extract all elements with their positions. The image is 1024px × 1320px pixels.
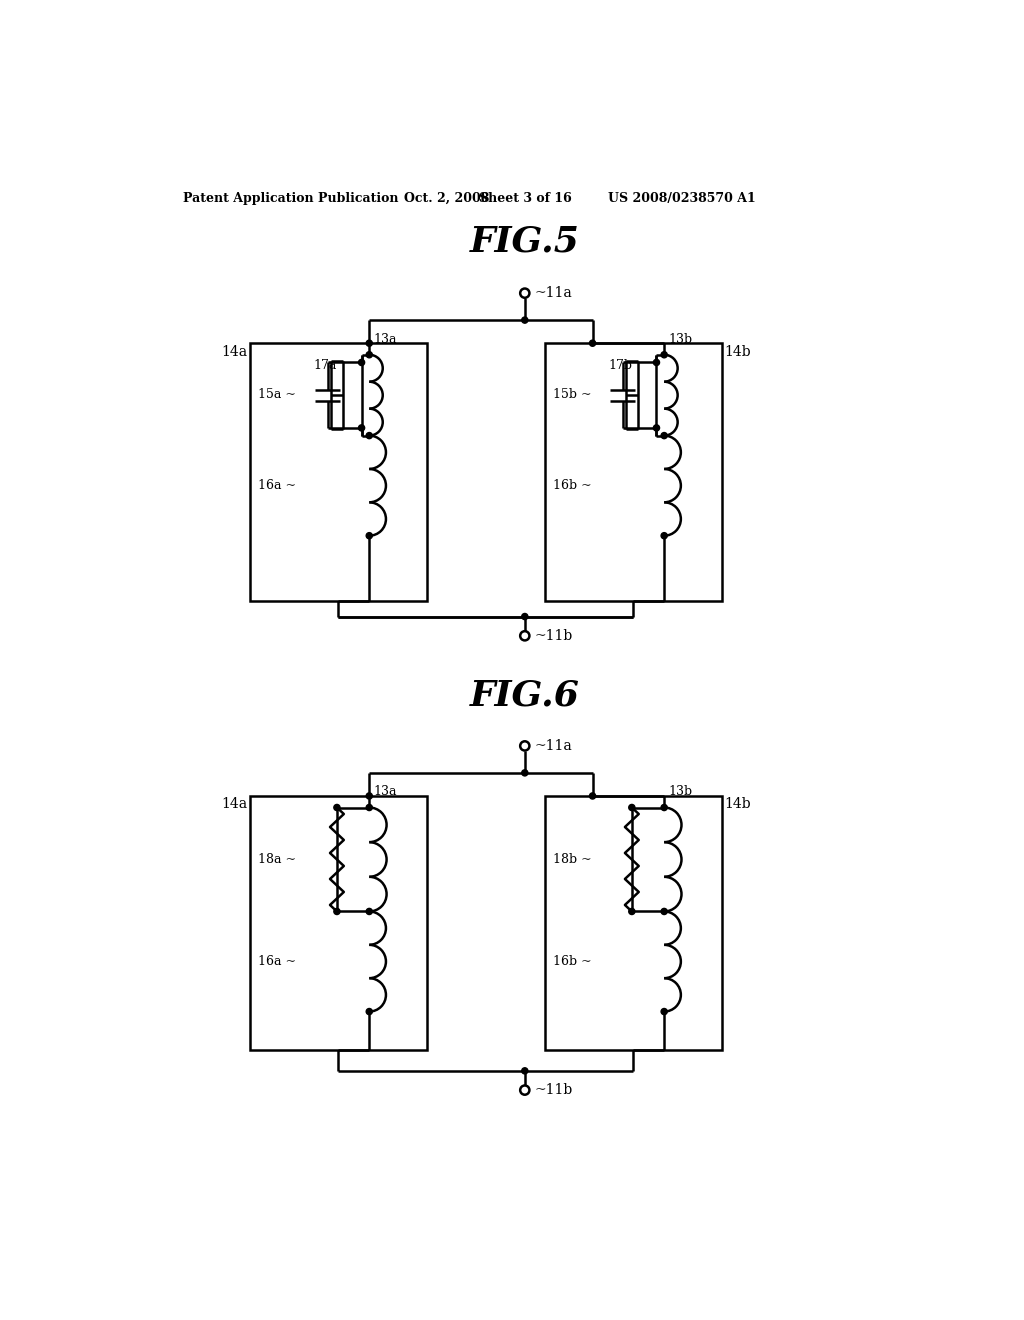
Circle shape xyxy=(334,908,340,915)
Circle shape xyxy=(653,425,659,432)
Bar xyxy=(250,343,427,601)
Circle shape xyxy=(629,804,635,810)
Circle shape xyxy=(662,908,668,915)
Text: 17a: 17a xyxy=(313,359,337,372)
Text: 17b: 17b xyxy=(608,359,633,372)
Circle shape xyxy=(334,804,340,810)
Circle shape xyxy=(662,804,668,810)
Circle shape xyxy=(367,351,373,358)
Bar xyxy=(545,343,722,601)
Bar xyxy=(545,796,722,1051)
Text: ~11a: ~11a xyxy=(535,286,571,300)
Circle shape xyxy=(662,1008,668,1015)
Text: 16a ~: 16a ~ xyxy=(258,954,296,968)
Text: 13b: 13b xyxy=(668,785,692,799)
Text: ~11a: ~11a xyxy=(535,739,571,752)
Text: 16b ~: 16b ~ xyxy=(553,479,591,492)
Circle shape xyxy=(521,770,528,776)
Circle shape xyxy=(521,614,528,619)
Text: Sheet 3 of 16: Sheet 3 of 16 xyxy=(479,191,572,205)
Circle shape xyxy=(521,1068,528,1074)
Circle shape xyxy=(367,1008,373,1015)
Text: 13a: 13a xyxy=(373,785,396,799)
Circle shape xyxy=(662,433,668,438)
Text: 14a: 14a xyxy=(221,345,248,359)
Bar xyxy=(250,796,427,1051)
Circle shape xyxy=(367,532,373,539)
Text: 15b ~: 15b ~ xyxy=(553,388,591,401)
Text: 15a ~: 15a ~ xyxy=(258,388,296,401)
Circle shape xyxy=(358,425,365,432)
Circle shape xyxy=(590,341,596,346)
Circle shape xyxy=(590,793,596,799)
Text: Oct. 2, 2008: Oct. 2, 2008 xyxy=(403,191,489,205)
Circle shape xyxy=(521,317,528,323)
Circle shape xyxy=(367,341,373,346)
Circle shape xyxy=(653,359,659,366)
Circle shape xyxy=(367,908,373,915)
Text: US 2008/0238570 A1: US 2008/0238570 A1 xyxy=(608,191,756,205)
Text: FIG.5: FIG.5 xyxy=(470,224,580,259)
Text: 14b: 14b xyxy=(724,345,751,359)
Text: 18b ~: 18b ~ xyxy=(553,853,591,866)
Circle shape xyxy=(367,804,373,810)
Text: 16a ~: 16a ~ xyxy=(258,479,296,492)
Circle shape xyxy=(629,908,635,915)
Text: 14b: 14b xyxy=(724,797,751,812)
Text: 13b: 13b xyxy=(668,333,692,346)
Text: ~11b: ~11b xyxy=(535,628,572,643)
Circle shape xyxy=(367,433,373,438)
Circle shape xyxy=(367,793,373,799)
Text: 14a: 14a xyxy=(221,797,248,812)
Text: 13a: 13a xyxy=(373,333,396,346)
Text: ~11b: ~11b xyxy=(535,1084,572,1097)
Text: 18a ~: 18a ~ xyxy=(258,853,296,866)
Text: Patent Application Publication: Patent Application Publication xyxy=(183,191,398,205)
Circle shape xyxy=(662,532,668,539)
Text: 16b ~: 16b ~ xyxy=(553,954,591,968)
Circle shape xyxy=(358,359,365,366)
Circle shape xyxy=(662,351,668,358)
Text: FIG.6: FIG.6 xyxy=(470,678,580,713)
